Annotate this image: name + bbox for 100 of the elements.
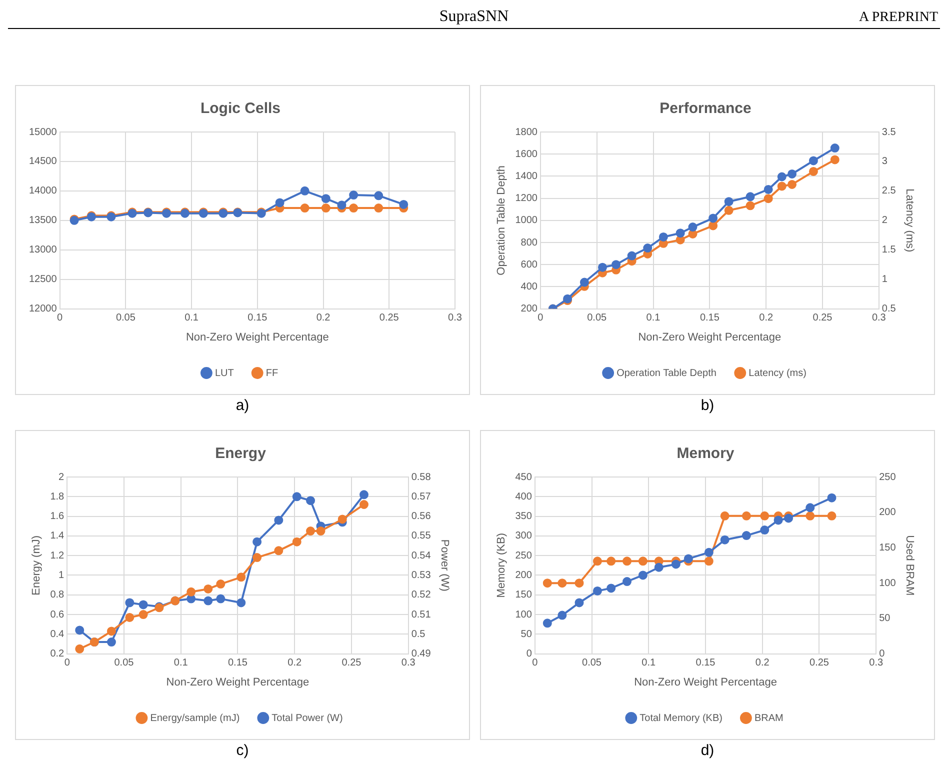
x-tick-label: 0.05: [114, 658, 134, 669]
y-tick-label: 2: [58, 472, 65, 483]
text: b): [700, 397, 716, 414]
y2-tick-label: 150: [879, 542, 896, 554]
y2-tick-label: 100: [879, 578, 896, 589]
y-tick-label: 1.4: [50, 530, 65, 542]
legend-label: Total Memory (KB): [640, 712, 722, 724]
y-tick-label: 0.4: [50, 628, 65, 640]
y-tick-label: 15000: [28, 126, 58, 138]
x-axis-title: Non-Zero Weight Percentage: [634, 676, 777, 688]
y-tick-label: 14500: [28, 156, 58, 168]
y-tick-label: 0.6: [50, 609, 65, 620]
x-tick-label: 0.1: [646, 312, 661, 324]
y-tick-label: 0: [526, 648, 532, 660]
chart-title: Logic Cells: [200, 100, 281, 118]
text: SupraSNN: [439, 8, 509, 25]
y2-tick-label: 0: [879, 648, 886, 660]
y-tick-label: 300: [515, 530, 532, 542]
y-tick-label: 13500: [28, 215, 58, 226]
y2-axis-title: Used BRAM: [903, 535, 916, 596]
y2-tick-label: 250: [879, 472, 896, 483]
legend-label: Operation Table Depth: [616, 368, 716, 379]
legend-label: Energy/sample (mJ): [150, 712, 240, 724]
legend-label: Total Power (W): [272, 712, 343, 724]
y-tick-label: 1.2: [50, 550, 65, 562]
y-axis-title: Energy (mJ): [30, 535, 43, 596]
y2-tick-label: 0.56: [411, 511, 432, 522]
text: c): [235, 742, 250, 759]
x-axis-title: Non-Zero Weight Percentage: [186, 331, 329, 344]
y-tick-label: 1000: [515, 215, 538, 226]
chart-title: Energy: [215, 445, 267, 462]
x-axis-title: Non-Zero Weight Percentage: [638, 331, 782, 344]
y2-tick-label: 0.5: [411, 628, 426, 640]
y-tick-label: 1400: [515, 170, 538, 182]
y-tick-label: 1.8: [50, 491, 65, 502]
y2-tick-label: 2.5: [882, 186, 896, 197]
x-tick-label: 0.3: [448, 312, 462, 324]
x-tick-label: 0.15: [700, 312, 720, 324]
y-tick-label: 200: [515, 570, 532, 581]
text: A PREPRINT: [859, 10, 938, 26]
y-tick-label: 400: [520, 281, 538, 292]
y2-tick-label: 0.55: [411, 530, 432, 542]
y-tick-label: 1.6: [50, 511, 65, 522]
y-tick-label: 100: [515, 609, 532, 620]
y2-axis-title: Latency (ms): [903, 188, 916, 252]
x-tick-label: 0.1: [184, 312, 199, 324]
y-tick-label: 13000: [28, 244, 58, 256]
y-tick-label: 1600: [515, 148, 538, 160]
legend-label: LUT: [214, 368, 234, 379]
y-tick-label: 12000: [28, 304, 58, 315]
x-tick-label: 0.2: [759, 312, 774, 324]
x-tick-label: 0.2: [288, 658, 302, 669]
y-tick-label: 12500: [28, 274, 58, 286]
y2-tick-label: 0.53: [411, 570, 432, 581]
x-tick-label: 0.2: [316, 312, 331, 324]
y-tick-label: 0.8: [50, 590, 65, 601]
y2-tick-label: 0.54: [411, 550, 432, 562]
x-tick-label: 0.1: [642, 658, 656, 669]
y-tick-label: 450: [515, 472, 532, 483]
legend-label: FF: [266, 368, 278, 379]
x-tick-label: 0.25: [812, 312, 833, 324]
y2-tick-label: 0.5: [882, 304, 896, 315]
x-tick-label: 0.05: [587, 312, 608, 324]
y2-tick-label: 0.57: [411, 491, 432, 502]
x-tick-label: 0.1: [174, 658, 188, 669]
x-tick-label: 0.25: [810, 658, 830, 669]
y2-axis-title: Power (W): [438, 539, 450, 592]
y-tick-label: 50: [520, 628, 532, 640]
y2-tick-label: 200: [879, 507, 896, 518]
legend-label: BRAM: [754, 712, 784, 724]
y-tick-label: 400: [515, 491, 532, 502]
text: d): [700, 742, 716, 759]
text: a): [234, 397, 250, 414]
x-tick-label: 0.05: [116, 312, 136, 324]
x-tick-label: 0.05: [582, 658, 602, 669]
x-tick-label: 0.25: [342, 658, 362, 669]
y2-tick-label: 3.5: [882, 126, 896, 138]
y2-tick-label: 2: [882, 215, 888, 226]
chart-title: Performance: [660, 100, 752, 118]
legend-label: Latency (ms): [748, 368, 806, 379]
y2-tick-label: 50: [879, 613, 891, 624]
y2-tick-label: 1: [882, 274, 888, 286]
y-tick-label: 600: [520, 259, 538, 270]
y-tick-label: 150: [515, 590, 532, 601]
x-tick-label: 0.3: [869, 658, 884, 669]
x-tick-label: 0.2: [755, 658, 770, 669]
x-tick-label: 0.3: [401, 658, 416, 669]
y2-tick-label: 0.52: [411, 590, 432, 601]
y-tick-label: 1200: [515, 193, 538, 204]
y2-tick-label: 3: [882, 156, 888, 168]
y-tick-label: 350: [515, 511, 532, 522]
y-tick-label: 250: [515, 550, 532, 562]
x-tick-label: 0.15: [696, 658, 716, 669]
x-tick-label: 0.15: [248, 312, 268, 324]
x-tick-label: 0.15: [228, 658, 248, 669]
x-axis-title: Non-Zero Weight Percentage: [166, 676, 310, 688]
x-tick-label: 0.25: [379, 312, 400, 324]
y2-tick-label: 1.5: [882, 244, 896, 256]
x-tick-label: 0.3: [872, 312, 886, 324]
y2-tick-label: 0.58: [411, 472, 432, 483]
